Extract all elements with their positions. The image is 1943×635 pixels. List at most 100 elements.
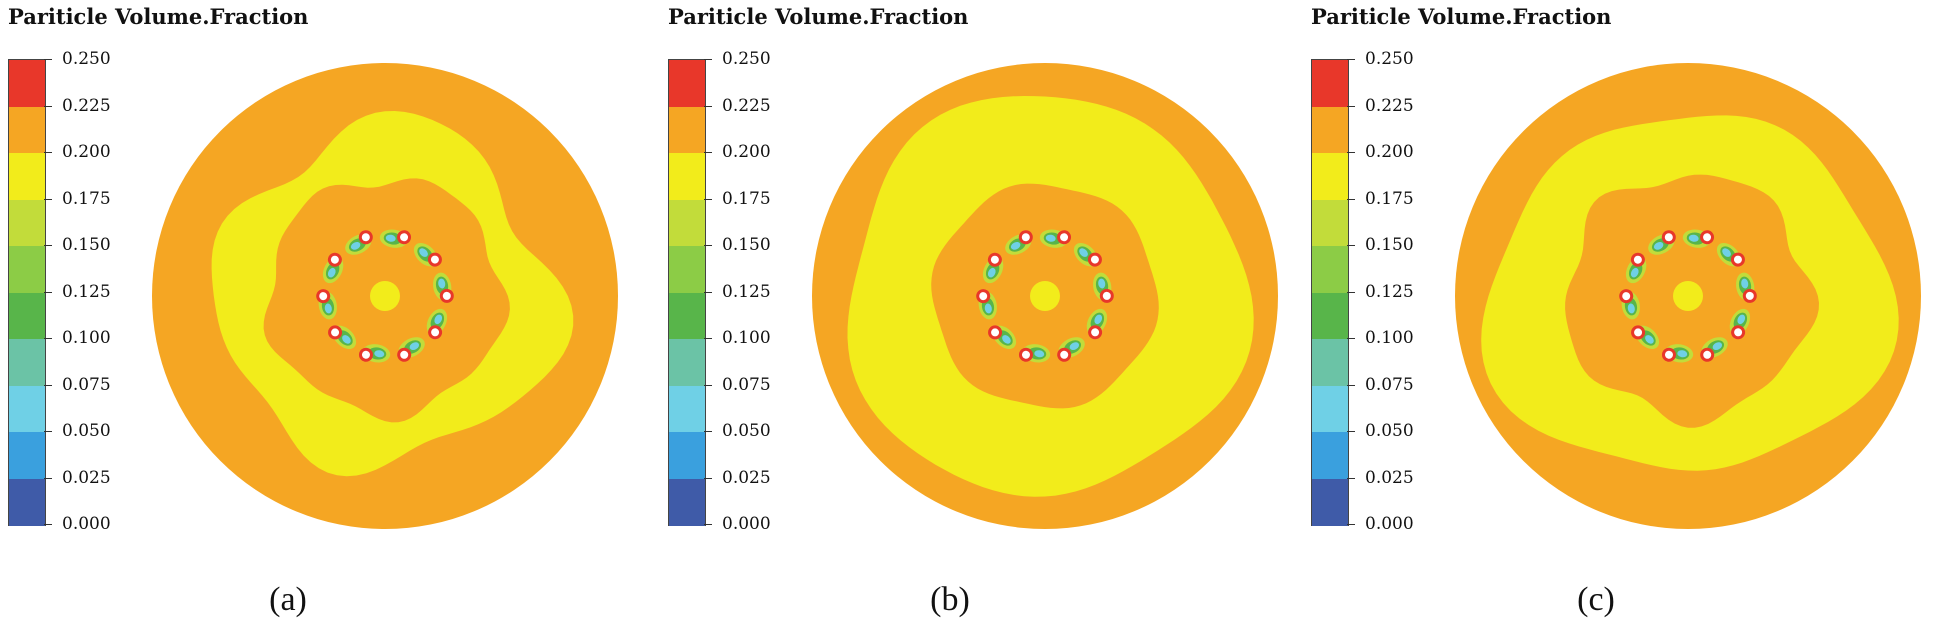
colorbar-segment — [1312, 292, 1348, 340]
colorbar-tick-label: 0.125 — [722, 281, 771, 302]
jet-plume-core — [374, 350, 385, 358]
nozzle-outlet — [400, 350, 409, 359]
colorbar-segment — [669, 292, 705, 340]
colorbar-tick — [704, 477, 712, 479]
nozzle-jet — [1625, 252, 1647, 284]
nozzle-outlet — [1102, 291, 1111, 300]
jet-plume-core — [350, 242, 361, 250]
contour-disk — [812, 63, 1278, 529]
nozzle-jet — [1093, 272, 1114, 303]
colorbar-segment — [1312, 246, 1348, 293]
nozzle-outlet — [1021, 350, 1030, 359]
colorbar-tick-label: 0.150 — [1365, 235, 1414, 255]
jet-plume-core — [419, 248, 428, 257]
contour-disk — [152, 63, 618, 529]
nozzle-outlet — [1703, 233, 1712, 242]
colorbar-tick-label: 0.075 — [722, 374, 771, 395]
colorbar-segment — [1312, 199, 1348, 247]
colorbar-segment — [9, 478, 45, 526]
colorbar-tick — [44, 245, 52, 246]
jet-plume-core — [1645, 335, 1654, 344]
colorbar-tick-label: 0.125 — [1365, 281, 1414, 302]
colorbar-tick — [44, 152, 52, 153]
colorbar-tick-label: 0.100 — [62, 328, 111, 348]
jet-plume-core — [987, 267, 996, 278]
colorbar-tick-label: 0.200 — [722, 142, 771, 162]
colorbar-segment — [1312, 60, 1348, 107]
colorbar-tick-label: 0.150 — [62, 235, 111, 255]
center-hub — [1030, 281, 1060, 311]
jet-plume-core — [1741, 278, 1749, 289]
panel-b: Pariticle Volume.Fraction 0.250 0.225 0.20… — [660, 0, 1300, 635]
colorbar — [8, 59, 46, 526]
colorbar-tick-label: 0.000 — [1365, 514, 1414, 534]
jet-plume-core — [1069, 342, 1080, 350]
colorbar-tick — [704, 105, 712, 107]
colorbar-tick-label: 0.075 — [62, 374, 111, 395]
colorbar-tick-label: 0.025 — [722, 467, 771, 488]
colorbar-segment — [1312, 385, 1348, 433]
colorbar-tick-label: 0.050 — [1365, 421, 1414, 441]
nozzle-jet — [316, 289, 337, 320]
colorbar-tick-label: 0.225 — [62, 95, 111, 116]
colorbar-tick-label: 0.025 — [62, 467, 111, 488]
jet-plume-core — [1653, 242, 1664, 250]
nozzle-outlet — [361, 233, 370, 242]
center-hub — [370, 281, 400, 311]
colorbar-tick — [44, 384, 52, 386]
nozzle-outlet — [1734, 328, 1743, 337]
nozzle-jet — [397, 337, 425, 362]
colorbar-segment — [9, 199, 45, 247]
jet-plume-core — [1002, 335, 1011, 344]
colorbar-segment — [9, 339, 45, 386]
colorbar-tick — [704, 198, 712, 200]
panel-caption: (b) — [930, 581, 970, 618]
panel-title: Pariticle Volume.Fraction — [668, 4, 969, 29]
colorbar-tick-label: 0.225 — [722, 95, 771, 116]
nozzle-outlet — [400, 233, 409, 242]
nozzle-jet — [1736, 272, 1757, 303]
colorbar-tick-label: 0.050 — [62, 421, 111, 441]
nozzle-jet — [1661, 344, 1694, 363]
colorbar-tick-label: 0.100 — [722, 328, 771, 348]
colorbar-segment — [1312, 106, 1348, 154]
nozzle-jet — [1729, 308, 1751, 340]
jet-plume-core — [1712, 342, 1723, 350]
colorbar-tick — [1347, 105, 1355, 107]
colorbar-tick — [44, 431, 52, 432]
nozzle-jet — [426, 308, 448, 340]
nozzle-jet — [1039, 229, 1072, 248]
colorbar-tick — [44, 477, 52, 479]
colorbar-tick-label: 0.250 — [62, 49, 111, 69]
colorbar-tick-label: 0.050 — [722, 421, 771, 441]
jet-plume-core — [1034, 350, 1045, 358]
jet-plume-core — [327, 267, 336, 278]
jet-plume-core — [324, 303, 332, 314]
colorbar-segment — [669, 246, 705, 293]
jet-plume-core — [1094, 314, 1103, 325]
colorbar-tick — [1347, 291, 1355, 293]
colorbar-segment — [9, 60, 45, 107]
nozzle-outlet — [1703, 350, 1712, 359]
nozzle-outlet — [1021, 233, 1030, 242]
jet-plume-core — [438, 278, 446, 289]
colorbar-tick-label: 0.175 — [1365, 188, 1414, 209]
nozzle-jet — [1018, 344, 1051, 363]
nozzle-jet — [1700, 337, 1728, 362]
colorbar-segment — [669, 199, 705, 247]
colorbar-tick — [1347, 524, 1355, 525]
nozzle-jet — [988, 325, 1017, 350]
nozzle-jet — [379, 229, 412, 248]
nozzle-jet — [433, 272, 454, 303]
panel-title: Pariticle Volume.Fraction — [1311, 4, 1612, 29]
colorbar-segment — [1312, 339, 1348, 386]
nozzle-outlet — [1634, 328, 1643, 337]
panel-caption: (c) — [1577, 581, 1615, 618]
colorbar-tick — [704, 291, 712, 293]
colorbar-segment — [669, 432, 705, 479]
jet-plume-core — [409, 342, 420, 350]
colorbar-segment — [1312, 478, 1348, 526]
jet-plume-core — [1688, 234, 1699, 242]
colorbar-segment — [9, 385, 45, 433]
colorbar-tick — [44, 198, 52, 200]
